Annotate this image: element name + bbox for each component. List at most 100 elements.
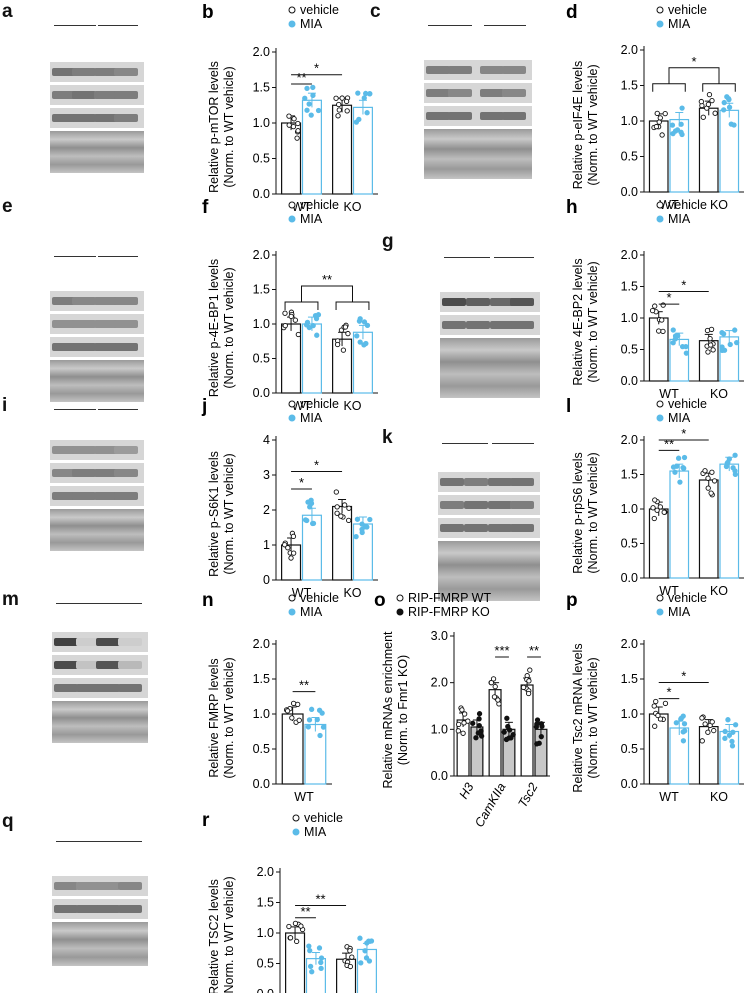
protein-band [466, 298, 490, 306]
protein-band [54, 638, 78, 646]
protein-band [118, 638, 142, 646]
group-divider [442, 443, 488, 444]
protein-band [510, 298, 534, 306]
protein-band [76, 684, 100, 692]
stain-strip [438, 541, 540, 601]
category-label: WT [292, 399, 312, 413]
protein-band [510, 524, 534, 532]
data-point [730, 729, 736, 735]
protein-band [94, 91, 118, 99]
protein-band [114, 297, 138, 305]
legend-marker [288, 20, 296, 28]
y-tick-label: 2 [263, 503, 270, 517]
group-divider [56, 841, 100, 842]
sig-label: ** [322, 272, 332, 287]
data-point [525, 690, 532, 697]
data-point [310, 520, 317, 527]
data-point [461, 711, 468, 717]
protein-band [440, 501, 464, 509]
data-point [732, 722, 739, 728]
y-tick-label: 1.0 [431, 722, 448, 736]
group-divider [98, 25, 138, 26]
legend-label: MIA [668, 17, 691, 31]
protein-band [52, 297, 76, 305]
data-point [286, 923, 292, 930]
category-label: KO [343, 200, 361, 214]
protein-band [510, 321, 534, 329]
data-point [706, 91, 713, 98]
blot-strip [424, 60, 532, 80]
data-point [723, 463, 730, 470]
protein-band [488, 524, 512, 532]
y-tick-label: 0.5 [621, 742, 638, 756]
blot-panel-i: i [0, 394, 220, 584]
y-tick-label: 0.5 [621, 343, 638, 357]
panel-label: m [2, 589, 19, 610]
data-point [538, 734, 544, 740]
y-tick-label: 0.0 [253, 386, 270, 400]
data-point [698, 98, 705, 105]
blot-strip [438, 518, 540, 538]
data-point [336, 107, 342, 113]
protein-band [442, 321, 466, 329]
data-point [342, 324, 349, 330]
blot-strip [50, 314, 144, 334]
y-tick-label: 2.0 [431, 676, 448, 690]
y-axis-label: (Norm. to WT vehicle) [222, 453, 236, 574]
data-point [683, 350, 689, 356]
protein-band [94, 343, 118, 351]
data-point [302, 517, 309, 523]
data-point [368, 938, 375, 944]
stain-strip [50, 360, 144, 402]
protein-band [442, 298, 466, 306]
y-tick-label: 1.0 [621, 502, 638, 516]
data-point [354, 333, 360, 339]
sig-label: * [681, 426, 686, 441]
data-point [357, 339, 363, 345]
category-label: Tsc2 [515, 780, 540, 810]
protein-band [118, 661, 142, 669]
data-point [476, 722, 482, 729]
protein-band [54, 882, 78, 890]
data-point [292, 317, 299, 323]
data-point [295, 331, 302, 338]
protein-band [114, 492, 138, 500]
blot-strip [50, 85, 144, 105]
data-point [349, 954, 355, 960]
data-point [651, 703, 657, 709]
sig-label: ** [529, 643, 539, 658]
y-axis-label: Relative mRNAs enrichment [381, 631, 395, 789]
y-tick-label: 2.0 [621, 433, 638, 447]
data-point [534, 717, 541, 723]
data-point [295, 128, 301, 134]
data-point [459, 707, 465, 713]
blot-strip [50, 337, 144, 357]
protein-band [466, 321, 490, 329]
protein-band [94, 492, 118, 500]
legend-marker [292, 814, 300, 822]
data-point [732, 327, 738, 333]
data-point [306, 717, 313, 723]
y-tick-label: 2.0 [621, 248, 638, 262]
data-point [304, 107, 310, 113]
data-point [282, 310, 288, 316]
data-point [679, 131, 685, 138]
protein-band [118, 905, 142, 913]
sig-label: ** [315, 892, 325, 907]
legend-marker [396, 594, 404, 602]
protein-band [94, 446, 118, 454]
protein-band [490, 298, 514, 306]
legend-label: MIA [304, 825, 327, 839]
data-point [510, 731, 516, 738]
data-point [290, 123, 297, 130]
data-point [719, 347, 725, 354]
legend-label: MIA [668, 212, 691, 226]
data-point [455, 728, 461, 734]
y-tick-label: 0.5 [621, 150, 638, 164]
group-divider [54, 409, 96, 410]
sig-label: * [666, 290, 671, 305]
